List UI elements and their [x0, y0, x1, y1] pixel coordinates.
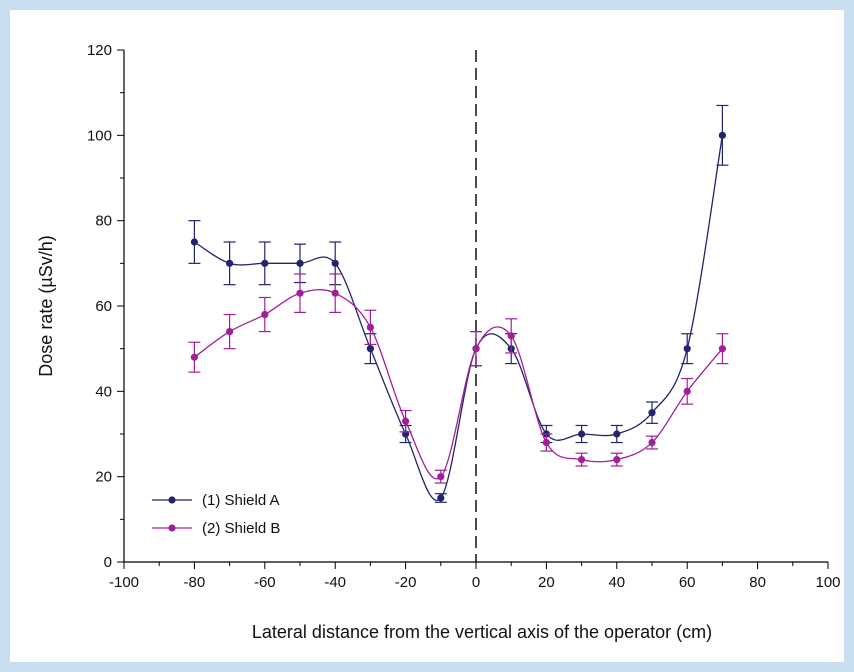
data-point [331, 259, 339, 267]
y-tick-label: 100 [87, 127, 112, 144]
series-2 [188, 273, 729, 484]
x-tick-label: -60 [254, 574, 276, 591]
data-point [648, 438, 656, 447]
data-point [296, 259, 304, 267]
x-tick-label: 20 [538, 574, 555, 591]
dose-rate-chart: -100 -80 -60 -40 -20 0 20 40 60 80 100 0 20 40 60 80 100… [36, 42, 841, 642]
data-point [331, 289, 339, 297]
x-tick-label: 40 [608, 574, 625, 591]
legend-marker [168, 524, 176, 532]
data-point [542, 438, 551, 447]
data-point [437, 473, 445, 481]
x-tick-label: -20 [395, 574, 417, 591]
series-1 [188, 104, 729, 503]
series-line [194, 135, 724, 501]
y-tick-label: 40 [95, 383, 112, 400]
x-tick-label: -100 [109, 574, 139, 591]
data-point [366, 345, 374, 353]
data-point [296, 289, 304, 297]
y-tick-label: 20 [95, 469, 112, 486]
x-tick-label: 0 [472, 574, 480, 591]
data-point [472, 345, 480, 353]
data-point [683, 387, 691, 395]
y-tick-label: 60 [95, 298, 112, 315]
x-tick-label: 80 [749, 574, 766, 591]
data-point [402, 417, 410, 425]
data-point [226, 259, 234, 267]
legend-marker [168, 496, 176, 504]
data-point [718, 345, 727, 353]
data-point [437, 494, 445, 502]
data-point [648, 409, 656, 417]
data-point [226, 328, 234, 336]
legend-label: (2) Shield B [202, 520, 280, 537]
x-tick-label: 60 [679, 574, 696, 591]
data-point [578, 430, 586, 438]
data-point [190, 238, 198, 246]
x-tick-label: -40 [324, 574, 346, 591]
data-point [261, 310, 269, 319]
chart-frame: -100 -80 -60 -40 -20 0 20 40 60 80 100 0 20 40 60 80 100… [10, 10, 844, 662]
data-point [683, 345, 691, 353]
data-point [507, 332, 515, 340]
x-axis-label: Lateral distance from the vertical axis … [252, 622, 712, 642]
data-point [613, 430, 621, 438]
data-point [190, 353, 198, 361]
data-point [366, 323, 374, 331]
data-point [613, 456, 621, 464]
y-tick-label: 0 [104, 554, 112, 571]
x-tick-label: -80 [184, 574, 206, 591]
data-point [261, 259, 269, 267]
y-tick-label: 120 [87, 42, 112, 59]
series-line [194, 289, 723, 480]
y-tick-label: 80 [95, 213, 112, 230]
legend-label: (1) Shield A [202, 492, 280, 509]
x-tick-label: 100 [815, 574, 840, 591]
data-point [718, 131, 727, 139]
y-axis-label: Dose rate (µSv/h) [36, 235, 56, 376]
data-point [578, 456, 586, 464]
